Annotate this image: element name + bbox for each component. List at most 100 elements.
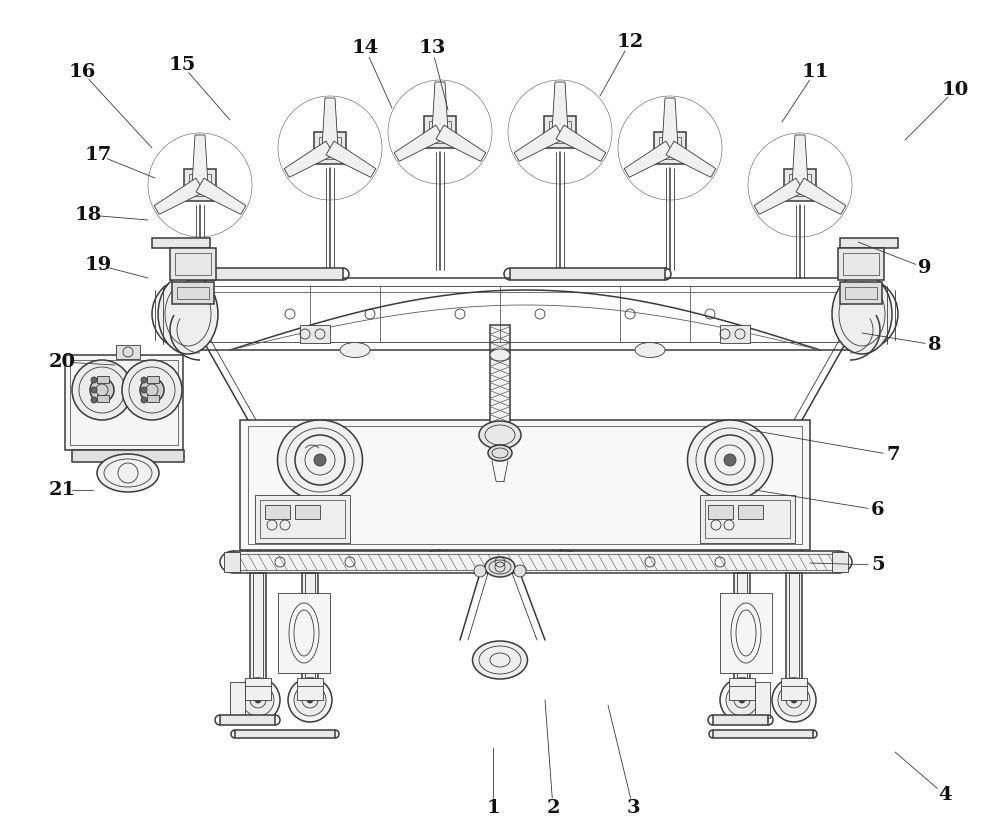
Text: 17: 17 [84,146,112,164]
Ellipse shape [688,420,772,500]
Bar [429,121,451,143]
Bar [832,552,848,572]
Bar [245,678,271,700]
Bar [220,715,275,725]
Bar [549,121,571,143]
Bar [786,573,802,683]
Bar [738,505,763,519]
Bar [654,132,686,164]
Circle shape [236,678,280,722]
Bar [116,345,140,359]
Bar [424,116,456,148]
Circle shape [122,360,182,420]
Bar [230,682,245,718]
Circle shape [242,684,274,716]
Ellipse shape [635,342,665,357]
Circle shape [772,678,816,722]
Polygon shape [792,135,808,185]
Polygon shape [754,178,804,214]
Circle shape [288,678,332,722]
Bar [755,682,770,718]
Polygon shape [666,141,716,177]
Circle shape [434,126,446,138]
Bar [713,730,813,738]
Circle shape [314,454,326,466]
Ellipse shape [158,274,218,354]
Ellipse shape [479,421,521,449]
Polygon shape [552,82,568,132]
Polygon shape [196,178,246,214]
Circle shape [194,179,206,191]
Bar [789,174,811,196]
Circle shape [514,565,526,577]
Bar [152,238,210,248]
Text: 13: 13 [418,39,446,57]
Bar [278,593,330,673]
Polygon shape [322,98,338,148]
Bar [265,505,290,519]
Bar [784,169,816,201]
Circle shape [91,377,97,383]
Text: 15: 15 [168,56,196,74]
Text: 7: 7 [886,446,900,464]
Bar [840,282,882,304]
Bar [305,573,315,683]
Polygon shape [192,135,208,185]
Text: 4: 4 [938,786,952,804]
Polygon shape [326,141,376,177]
Bar [705,500,790,538]
Bar [175,253,211,275]
Bar [97,376,109,383]
Text: 2: 2 [546,799,560,817]
Text: 1: 1 [486,799,500,817]
Bar [838,248,884,280]
Circle shape [794,179,806,191]
Text: 18: 18 [74,206,102,224]
Bar [177,287,209,299]
Circle shape [554,126,566,138]
Polygon shape [284,141,334,177]
Text: 5: 5 [871,556,885,574]
Bar [720,325,750,343]
Ellipse shape [490,349,510,361]
Text: 12: 12 [616,33,644,51]
Bar [70,360,178,445]
Bar [700,495,795,543]
Ellipse shape [97,454,159,492]
Polygon shape [556,125,606,162]
Bar [297,678,323,700]
Bar [248,426,802,544]
Polygon shape [154,178,204,214]
Bar [659,137,681,159]
Text: 20: 20 [48,353,76,371]
Ellipse shape [473,641,528,679]
Bar [170,248,216,280]
Circle shape [90,378,114,402]
Bar [147,395,159,402]
Circle shape [141,377,147,383]
Ellipse shape [832,274,892,354]
Circle shape [724,454,736,466]
Polygon shape [436,125,486,162]
Ellipse shape [488,445,512,461]
Bar [302,573,318,683]
Circle shape [778,684,810,716]
Bar [72,450,184,462]
Text: 9: 9 [918,259,932,277]
Bar [781,678,807,700]
Ellipse shape [485,557,515,577]
Bar [235,730,335,738]
Bar [734,573,750,683]
Polygon shape [394,125,444,162]
Circle shape [324,142,336,154]
Polygon shape [662,98,678,148]
Bar [224,552,240,572]
Text: 16: 16 [68,63,96,81]
Bar [300,325,330,343]
Text: 11: 11 [801,63,829,81]
Bar [295,505,320,519]
Bar [234,551,838,573]
Circle shape [141,397,147,403]
Bar [189,174,211,196]
Polygon shape [432,82,448,132]
